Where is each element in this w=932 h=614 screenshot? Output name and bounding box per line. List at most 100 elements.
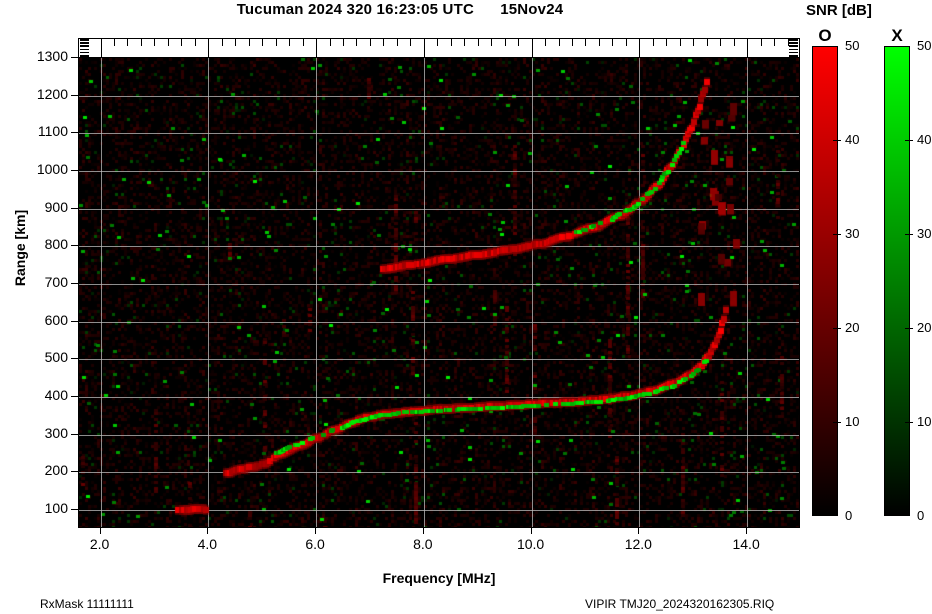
o-colorbar-tick-label: 50 [845, 38, 860, 53]
ruler-edge-mark [789, 39, 798, 41]
x-colorbar-tick-mark [905, 140, 913, 141]
ruler-minor-tick [653, 39, 654, 46]
x-colorbar-tick-label: 0 [917, 508, 925, 523]
ruler-minor-tick [451, 39, 452, 46]
x-colorbar-tick-mark [905, 422, 913, 423]
ruler-edge-mark [789, 45, 798, 47]
y-tick-label: 200 [44, 462, 68, 479]
x-tick-mark [531, 528, 532, 534]
ruler-minor-tick [168, 39, 169, 46]
ruler-major-tick [532, 39, 533, 58]
ruler-minor-tick [734, 39, 735, 46]
ruler-major-tick [208, 39, 209, 58]
ruler-minor-tick [505, 39, 506, 46]
o-colorbar-tick-mark [833, 140, 841, 141]
ruler-minor-tick [276, 39, 277, 46]
ruler-minor-tick [720, 39, 721, 46]
x-axis-label: Frequency [MHz] [382, 570, 496, 586]
x-tick-label: 4.0 [197, 536, 218, 552]
o-colorbar-tick-label: 10 [845, 414, 860, 429]
o-colorbar-tick-label: 20 [845, 320, 860, 335]
y-tick-label: 500 [44, 349, 68, 366]
x-tick-mark [207, 528, 208, 534]
o-colorbar-tick-label: 0 [845, 508, 853, 523]
ruler-minor-tick [249, 39, 250, 46]
y-tick-label: 300 [44, 424, 68, 441]
ruler-minor-tick [370, 39, 371, 46]
ruler-edge-mark [80, 48, 89, 51]
ruler-minor-tick [195, 39, 196, 46]
o-mode-colorbar [812, 46, 838, 516]
ruler-edge-mark [80, 39, 89, 41]
x-colorbar-tick-label: 40 [917, 132, 932, 147]
ruler-minor-tick [289, 39, 290, 46]
ruler-edge-mark [80, 45, 89, 47]
y-tick-mark [71, 245, 78, 246]
ruler-minor-tick [518, 39, 519, 46]
ruler-minor-tick [235, 39, 236, 46]
x-colorbar-tick-label: 20 [917, 320, 932, 335]
ionogram-plot[interactable] [78, 38, 800, 528]
ruler-minor-tick [141, 39, 142, 46]
ruler-minor-tick [788, 39, 789, 46]
ruler-minor-tick [693, 39, 694, 46]
x-colorbar-tick-label: 10 [917, 414, 932, 429]
y-tick-label: 1200 [36, 85, 68, 102]
x-tick-mark [315, 528, 316, 534]
ruler-minor-tick [599, 39, 600, 46]
x-tick-mark [638, 528, 639, 534]
ruler-edge-mark [789, 51, 798, 54]
y-tick-mark [71, 208, 78, 209]
y-tick-label: 1100 [37, 123, 68, 140]
ruler-minor-tick [478, 39, 479, 46]
y-tick-mark [71, 321, 78, 322]
x-colorbar-tick-mark [905, 328, 913, 329]
y-tick-label: 800 [44, 236, 68, 253]
y-tick-label: 700 [44, 274, 68, 291]
y-tick-label: 900 [44, 198, 68, 215]
ruler-major-tick [101, 39, 102, 58]
ruler-major-tick [747, 39, 748, 58]
y-tick-mark [71, 358, 78, 359]
ruler-minor-tick [303, 39, 304, 46]
y-tick-mark [71, 132, 78, 133]
ruler-edge-mark [789, 42, 798, 44]
frequency-ruler-strip [79, 39, 799, 58]
x-colorbar-tick-label: 30 [917, 226, 932, 241]
y-tick-mark [71, 57, 78, 58]
y-tick-mark [71, 471, 78, 472]
y-tick-label: 600 [44, 311, 68, 328]
rxmask-status: RxMask 11111111 [40, 597, 134, 611]
ionogram-data-canvas [79, 58, 799, 527]
y-tick-label: 400 [44, 387, 68, 404]
o-colorbar-tick-label: 30 [845, 226, 860, 241]
x-mode-label: X [891, 26, 903, 45]
ruler-minor-tick [114, 39, 115, 46]
y-tick-mark [71, 283, 78, 284]
y-tick-label: 1000 [36, 161, 68, 178]
o-colorbar-tick-mark [833, 422, 841, 423]
echo-trace-layer [79, 58, 799, 527]
ruler-major-tick [639, 39, 640, 58]
ruler-minor-tick [343, 39, 344, 46]
x-tick-label: 2.0 [89, 536, 110, 552]
snr-colorbar-title: SNR [dB] [806, 2, 872, 19]
x-tick-label: 8.0 [413, 536, 433, 552]
o-colorbar-tick-mark [833, 328, 841, 329]
ruler-edge-mark [789, 48, 798, 51]
ruler-minor-tick [585, 39, 586, 46]
y-tick-label: 100 [44, 500, 68, 517]
ruler-minor-tick [680, 39, 681, 46]
ruler-minor-tick [761, 39, 762, 46]
o-colorbar-tick-label: 40 [845, 132, 860, 147]
o-colorbar-tick-mark [833, 234, 841, 235]
ruler-minor-tick [666, 39, 667, 46]
ruler-minor-tick [410, 39, 411, 46]
ruler-minor-tick [356, 39, 357, 46]
y-tick-mark [71, 95, 78, 96]
x-tick-label: 14.0 [732, 536, 760, 552]
ruler-major-tick [316, 39, 317, 58]
ruler-minor-tick [383, 39, 384, 46]
ruler-minor-tick [572, 39, 573, 46]
x-tick-mark [746, 528, 747, 534]
